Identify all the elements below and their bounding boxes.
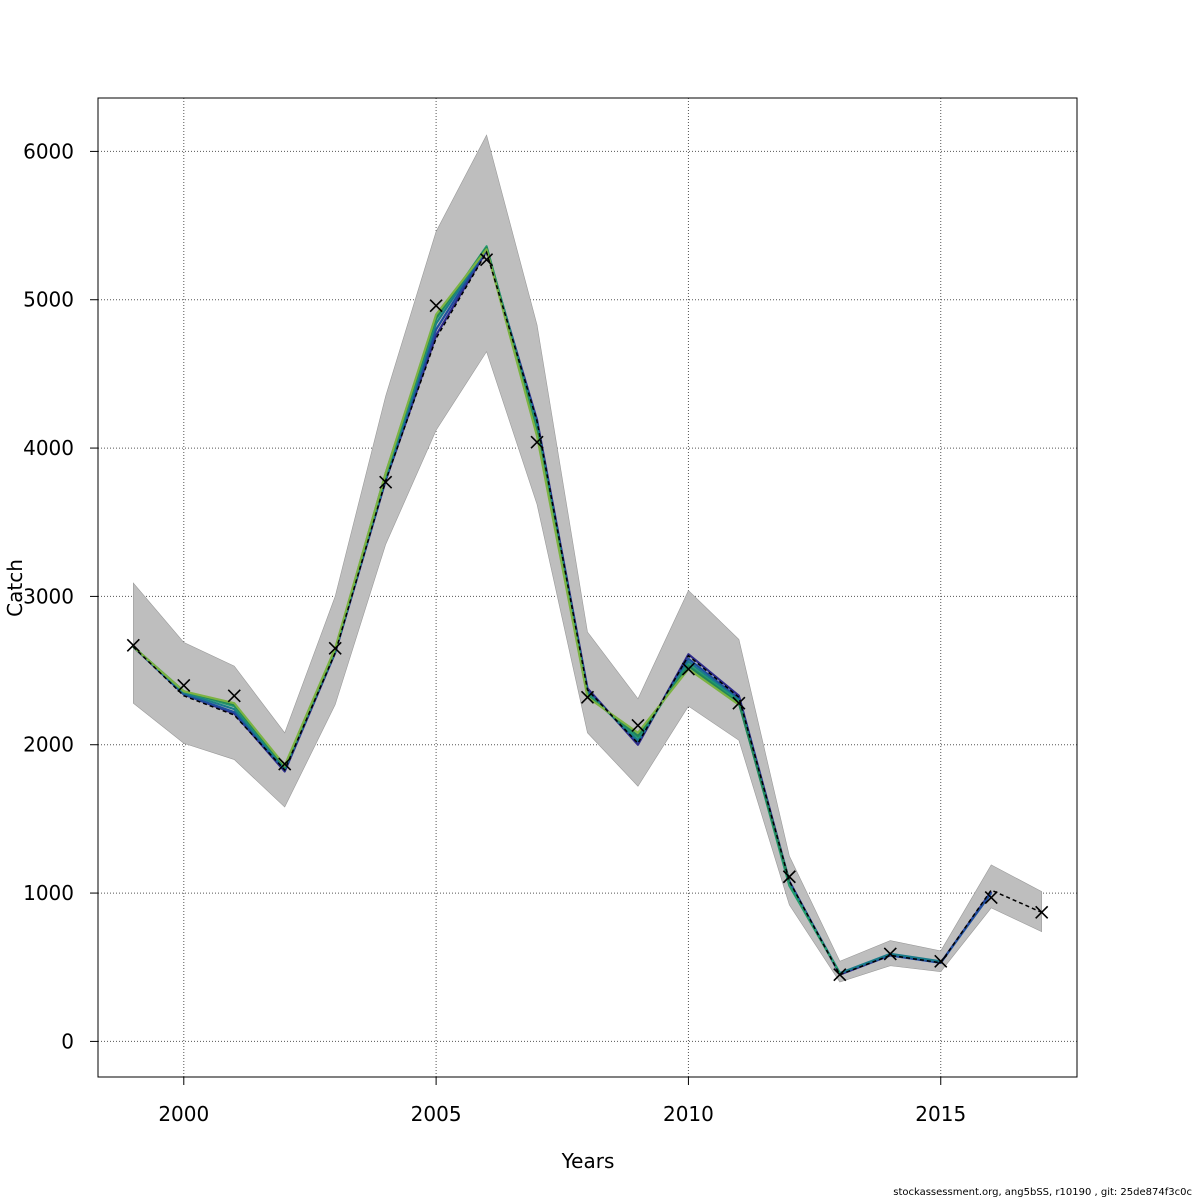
- observed-points: [126, 253, 1049, 982]
- series-line-4: [132, 245, 841, 974]
- observed-point: [177, 678, 191, 692]
- observed-point: [984, 890, 998, 905]
- footer-attribution: stockassessment.org, ang5bSS, r10190 , g…: [893, 1187, 1192, 1198]
- observed-point: [429, 299, 443, 313]
- observed-point: [379, 475, 393, 489]
- observed-point: [580, 690, 595, 704]
- y-tick-label: 1000: [23, 881, 74, 905]
- series-line-6: [132, 248, 740, 767]
- observed-point: [1035, 905, 1049, 919]
- y-tick-label: 0: [61, 1029, 74, 1053]
- observed-point: [934, 954, 948, 968]
- confidence-band: [133, 134, 1042, 983]
- observed-point: [732, 696, 746, 710]
- fitted-line: [132, 250, 1042, 976]
- y-tick-label: 5000: [23, 288, 74, 312]
- confidence-band-area: [133, 134, 1042, 983]
- observed-point: [782, 870, 796, 884]
- observed-point: [328, 641, 342, 655]
- observed-point: [883, 947, 897, 961]
- x-tick-label: 2000: [158, 1102, 209, 1126]
- observed-point: [480, 253, 494, 267]
- plot-frame: [97, 97, 1078, 1078]
- x-tick-label: 2010: [663, 1102, 714, 1126]
- observed-point: [631, 718, 645, 733]
- y-tick-label: 4000: [23, 436, 74, 460]
- grid-lines: [98, 98, 1077, 1077]
- observed-point: [681, 662, 695, 676]
- observed-point: [278, 757, 292, 771]
- y-tick-label: 3000: [23, 584, 74, 608]
- x-tick-label: 2005: [411, 1102, 462, 1126]
- observed-point: [833, 968, 847, 982]
- y-axis-title: Catch: [3, 559, 27, 617]
- observed-point: [126, 638, 140, 652]
- y-tick-label: 6000: [23, 139, 74, 163]
- x-axis-title: Years: [561, 1149, 615, 1173]
- y-tick-label: 2000: [23, 733, 74, 757]
- y-axis: 0 1000 2000 3000 4000 5000 6000: [23, 139, 98, 1053]
- x-tick-label: 2015: [915, 1102, 966, 1126]
- observed-point: [227, 689, 241, 703]
- series-lines: [132, 245, 1042, 976]
- x-axis: 2000 2005 2010 2015: [158, 1077, 966, 1126]
- observed-point: [530, 435, 544, 449]
